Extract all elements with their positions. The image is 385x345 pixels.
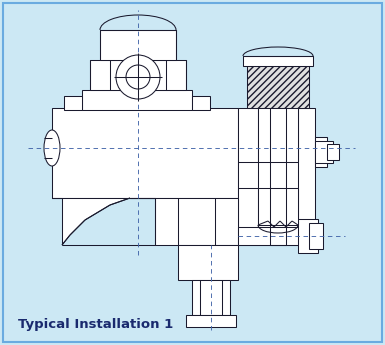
Text: Typical Installation 1: Typical Installation 1 bbox=[18, 318, 173, 331]
Bar bbox=[327, 144, 339, 160]
Circle shape bbox=[126, 65, 150, 89]
Polygon shape bbox=[62, 198, 155, 245]
Circle shape bbox=[116, 55, 160, 99]
Bar bbox=[178, 245, 238, 280]
Bar bbox=[52, 108, 238, 198]
Bar bbox=[258, 108, 298, 162]
Bar bbox=[64, 96, 82, 110]
Bar bbox=[192, 96, 210, 110]
Bar bbox=[315, 137, 327, 167]
Bar bbox=[238, 108, 315, 245]
Bar bbox=[247, 60, 309, 108]
Bar bbox=[155, 198, 238, 245]
Bar bbox=[186, 315, 236, 327]
Bar bbox=[298, 219, 318, 253]
Bar bbox=[315, 141, 333, 163]
Bar bbox=[243, 56, 313, 66]
Bar bbox=[238, 227, 315, 245]
Bar bbox=[192, 280, 230, 315]
Bar bbox=[90, 60, 186, 90]
Bar bbox=[82, 90, 192, 110]
Ellipse shape bbox=[44, 130, 60, 166]
Bar bbox=[100, 30, 176, 60]
Bar bbox=[309, 223, 323, 249]
Bar bbox=[258, 188, 298, 225]
